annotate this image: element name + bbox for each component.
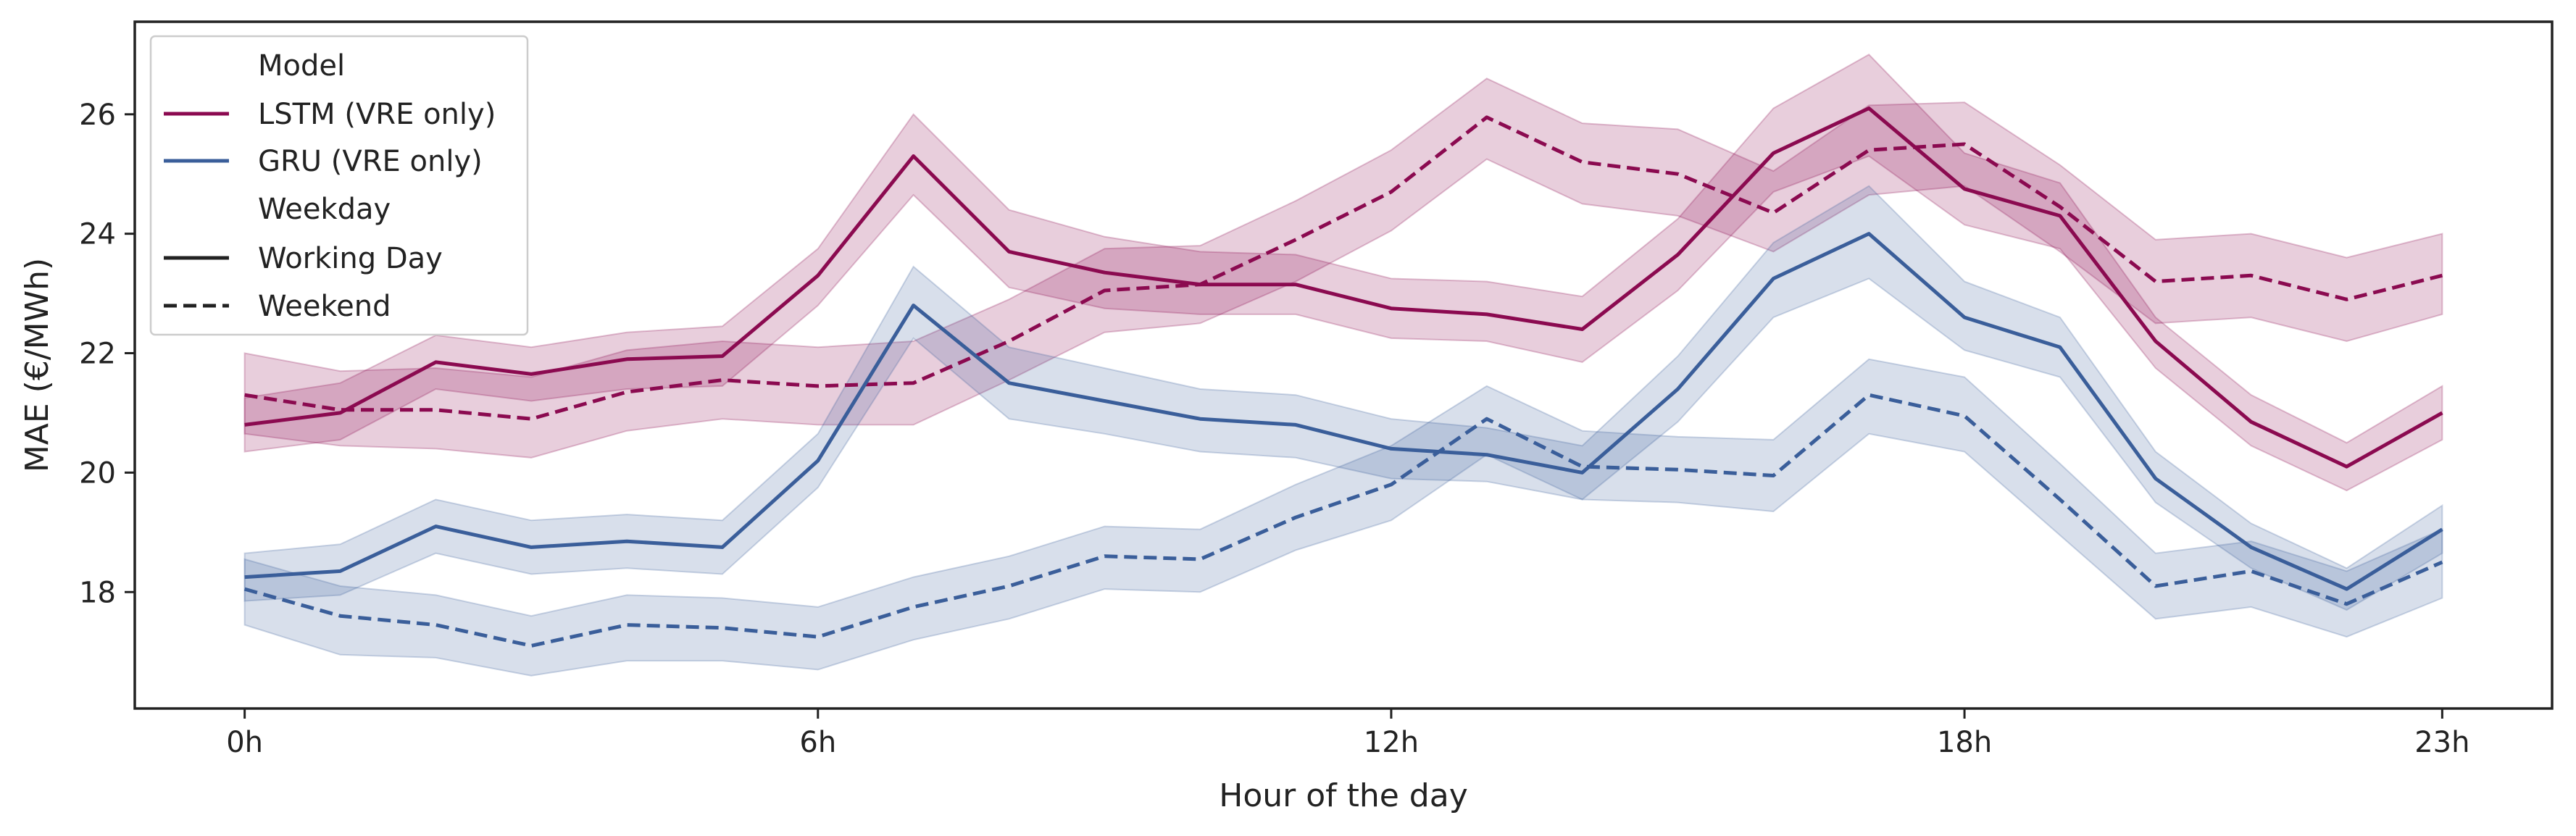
- legend-label-working-day: Working Day: [258, 242, 443, 275]
- line-gru-working: [244, 232, 2443, 591]
- x-tick-label: 18h: [1937, 726, 1992, 759]
- band-gru-weekend: [243, 358, 2443, 677]
- legend-box: [149, 35, 529, 336]
- legend-label-lstm: LSTM (VRE only): [258, 98, 496, 131]
- legend-title-weekday: Weekday: [258, 193, 391, 226]
- line-gru-weekend: [243, 393, 2443, 648]
- band-lstm-weekend: [243, 78, 2443, 459]
- line-lstm-weekend: [244, 115, 2443, 421]
- legend-label-gru: GRU (VRE only): [258, 145, 483, 178]
- x-tick-label: 0h: [226, 726, 263, 759]
- band-gru-working: [243, 185, 2443, 611]
- x-tick-label: 12h: [1364, 726, 1419, 759]
- x-axis-label: Hour of the day: [1219, 777, 1468, 814]
- band-lstm-working: [243, 54, 2443, 492]
- x-tick-label: 23h: [2414, 726, 2469, 759]
- y-tick-label: 18: [79, 576, 116, 609]
- y-axis: 18 20 22 24 26: [79, 99, 135, 609]
- y-axis-label: MAE (€/MWh): [19, 258, 56, 472]
- y-tick-label: 26: [79, 99, 116, 132]
- confidence-bands: [243, 54, 2443, 677]
- y-tick-label: 24: [79, 218, 116, 251]
- plot-frame: [133, 20, 2554, 710]
- y-tick-label: 20: [79, 456, 116, 490]
- y-tick-label: 22: [79, 338, 116, 371]
- line-lstm-working: [244, 106, 2443, 469]
- legend: Model LSTM (VRE only) GRU (VRE only) Wee…: [149, 35, 529, 336]
- legend-title-model: Model: [258, 49, 345, 83]
- series-lines: [243, 106, 2443, 648]
- x-axis: 0h 6h 12h 18h 23h: [226, 708, 2469, 759]
- x-tick-label: 6h: [799, 726, 836, 759]
- plot-area: [135, 22, 2552, 708]
- legend-label-weekend: Weekend: [258, 290, 391, 323]
